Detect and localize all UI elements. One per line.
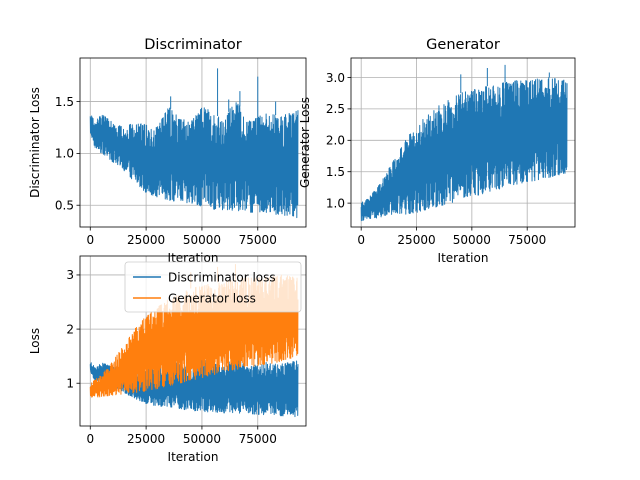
y-tick-label: 2.5 xyxy=(326,102,345,116)
y-tick-label: 3.0 xyxy=(326,71,345,85)
series-line-disc-0 xyxy=(89,68,299,219)
y-tick-label: 3 xyxy=(66,268,74,282)
axes-frame xyxy=(79,255,307,427)
x-tick-label: 25000 xyxy=(127,432,165,446)
x-tick-label: 50000 xyxy=(183,233,221,247)
legend-frame xyxy=(124,261,302,313)
y-axis-label: Loss xyxy=(28,328,42,354)
y-tick-label: 1.5 xyxy=(55,95,74,109)
x-tick-label: 50000 xyxy=(183,432,221,446)
x-tick-label: 0 xyxy=(86,432,94,446)
y-tick-label: 1.0 xyxy=(326,196,345,210)
x-tick-label: 25000 xyxy=(127,233,165,247)
y-tick-label: 0.5 xyxy=(55,199,74,213)
axes-gen: 0 25000 50000 75000 1.0 1.5 2.0 2.5 3.0 Generator… xyxy=(298,37,576,265)
legend-label-1: Generator loss xyxy=(168,291,256,305)
x-tick-label: 50000 xyxy=(453,233,491,247)
y-tick-label: 2.0 xyxy=(326,134,345,148)
x-tick-label: 75000 xyxy=(508,233,546,247)
x-tick-label: 75000 xyxy=(239,432,277,446)
y-tick-label: 1.0 xyxy=(55,147,74,161)
legend: Discriminator loss Generator loss xyxy=(124,261,302,313)
x-tick-label: 75000 xyxy=(239,233,277,247)
series-line-gen-0 xyxy=(360,64,568,222)
x-tick-label: 0 xyxy=(357,233,365,247)
y-tick-label: 1.5 xyxy=(326,165,345,179)
x-tick-label: 0 xyxy=(86,233,94,247)
axes-disc: 0 25000 50000 75000 0.5 1.0 1.5 Discriminator It… xyxy=(28,37,307,265)
y-axis-label: Discriminator Loss xyxy=(28,87,42,198)
x-tick-label: 25000 xyxy=(397,233,435,247)
y-tick-label: 2 xyxy=(66,322,74,336)
axes-frame xyxy=(350,57,576,228)
x-axis-label: Iteration xyxy=(438,251,489,265)
x-axis-label: Iteration xyxy=(168,251,219,265)
x-axis-label: Iteration xyxy=(168,450,219,464)
y-tick-label: 1 xyxy=(66,377,74,391)
legend-label-0: Discriminator loss xyxy=(168,270,276,284)
axes-frame xyxy=(79,57,307,228)
chart-title: Discriminator xyxy=(144,37,241,53)
axes-combined: 0 25000 50000 75000 1 2 3 Iteration Loss Discrimi… xyxy=(28,255,307,464)
chart-title: Generator xyxy=(426,37,500,53)
y-axis-label: Generator Loss xyxy=(298,97,312,188)
